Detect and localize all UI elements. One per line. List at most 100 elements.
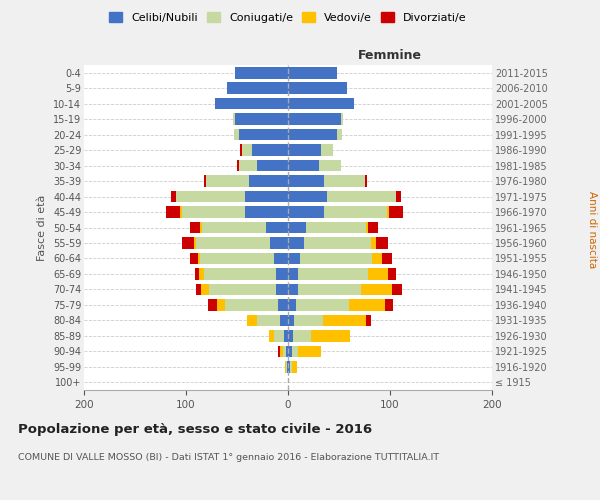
Bar xyxy=(365,176,367,187)
Bar xyxy=(368,222,378,234)
Bar xyxy=(288,222,307,234)
Bar xyxy=(182,206,245,218)
Bar xyxy=(298,284,361,295)
Bar xyxy=(290,361,292,372)
Bar xyxy=(385,299,393,310)
Bar xyxy=(205,268,276,280)
Bar xyxy=(235,67,288,78)
Bar xyxy=(269,330,274,342)
Bar xyxy=(371,252,382,264)
Bar xyxy=(180,206,182,218)
Bar xyxy=(202,222,266,234)
Bar xyxy=(195,268,199,280)
Bar xyxy=(237,160,239,172)
Bar xyxy=(288,129,337,140)
Bar xyxy=(208,299,217,310)
Bar xyxy=(323,314,365,326)
Bar xyxy=(194,237,196,249)
Bar xyxy=(320,144,333,156)
Text: Popolazione per età, sesso e stato civile - 2016: Popolazione per età, sesso e stato civil… xyxy=(18,422,372,436)
Bar xyxy=(190,222,200,234)
Bar xyxy=(287,361,288,372)
Bar xyxy=(371,237,376,249)
Bar xyxy=(233,114,235,125)
Bar xyxy=(215,98,288,110)
Bar xyxy=(365,314,371,326)
Bar xyxy=(276,268,288,280)
Bar xyxy=(269,237,288,249)
Bar xyxy=(171,190,176,202)
Bar xyxy=(288,176,324,187)
Bar xyxy=(280,314,288,326)
Bar xyxy=(288,144,320,156)
Bar xyxy=(304,237,371,249)
Bar xyxy=(205,176,206,187)
Bar xyxy=(176,190,245,202)
Bar xyxy=(288,314,294,326)
Bar xyxy=(293,330,311,342)
Bar xyxy=(196,237,269,249)
Bar xyxy=(274,252,288,264)
Bar xyxy=(235,114,288,125)
Bar xyxy=(361,284,392,295)
Bar xyxy=(288,160,319,172)
Text: Anni di nascita: Anni di nascita xyxy=(587,192,597,268)
Bar xyxy=(300,252,371,264)
Bar xyxy=(199,268,205,280)
Bar xyxy=(288,346,292,357)
Bar xyxy=(288,252,300,264)
Bar xyxy=(288,82,347,94)
Bar xyxy=(298,268,368,280)
Bar xyxy=(209,284,276,295)
Bar xyxy=(200,222,202,234)
Bar xyxy=(239,160,257,172)
Bar xyxy=(288,361,290,372)
Bar xyxy=(286,346,288,357)
Bar xyxy=(278,299,288,310)
Bar xyxy=(245,190,288,202)
Bar xyxy=(166,206,180,218)
Bar xyxy=(247,314,257,326)
Legend: Celibi/Nubili, Coniugati/e, Vedovi/e, Divorziati/e: Celibi/Nubili, Coniugati/e, Vedovi/e, Di… xyxy=(105,8,471,28)
Bar xyxy=(190,252,198,264)
Bar xyxy=(288,284,298,295)
Bar xyxy=(288,206,324,218)
Bar xyxy=(319,160,341,172)
Bar xyxy=(206,176,249,187)
Bar xyxy=(382,252,392,264)
Bar xyxy=(324,176,365,187)
Y-axis label: Fasce di età: Fasce di età xyxy=(37,194,47,260)
Bar xyxy=(324,206,387,218)
Bar xyxy=(296,299,349,310)
Bar xyxy=(387,206,389,218)
Bar xyxy=(276,284,288,295)
Bar xyxy=(288,330,293,342)
Bar xyxy=(288,268,298,280)
Bar xyxy=(200,252,274,264)
Bar xyxy=(307,222,365,234)
Bar xyxy=(217,299,225,310)
Bar xyxy=(396,190,401,202)
Bar xyxy=(242,144,253,156)
Bar xyxy=(288,114,341,125)
Bar xyxy=(234,129,239,140)
Text: Femmine: Femmine xyxy=(358,49,422,62)
Bar xyxy=(288,299,296,310)
Bar xyxy=(257,314,280,326)
Bar xyxy=(286,361,287,372)
Bar xyxy=(285,361,286,372)
Bar xyxy=(283,346,286,357)
Bar xyxy=(284,330,288,342)
Bar xyxy=(311,330,350,342)
Bar xyxy=(327,190,396,202)
Bar xyxy=(389,206,403,218)
Bar xyxy=(196,284,202,295)
Bar xyxy=(280,346,283,357)
Bar xyxy=(278,346,280,357)
Bar xyxy=(245,206,288,218)
Bar xyxy=(298,346,320,357)
Bar xyxy=(288,98,355,110)
Bar xyxy=(349,299,385,310)
Bar xyxy=(249,176,288,187)
Bar xyxy=(274,330,284,342)
